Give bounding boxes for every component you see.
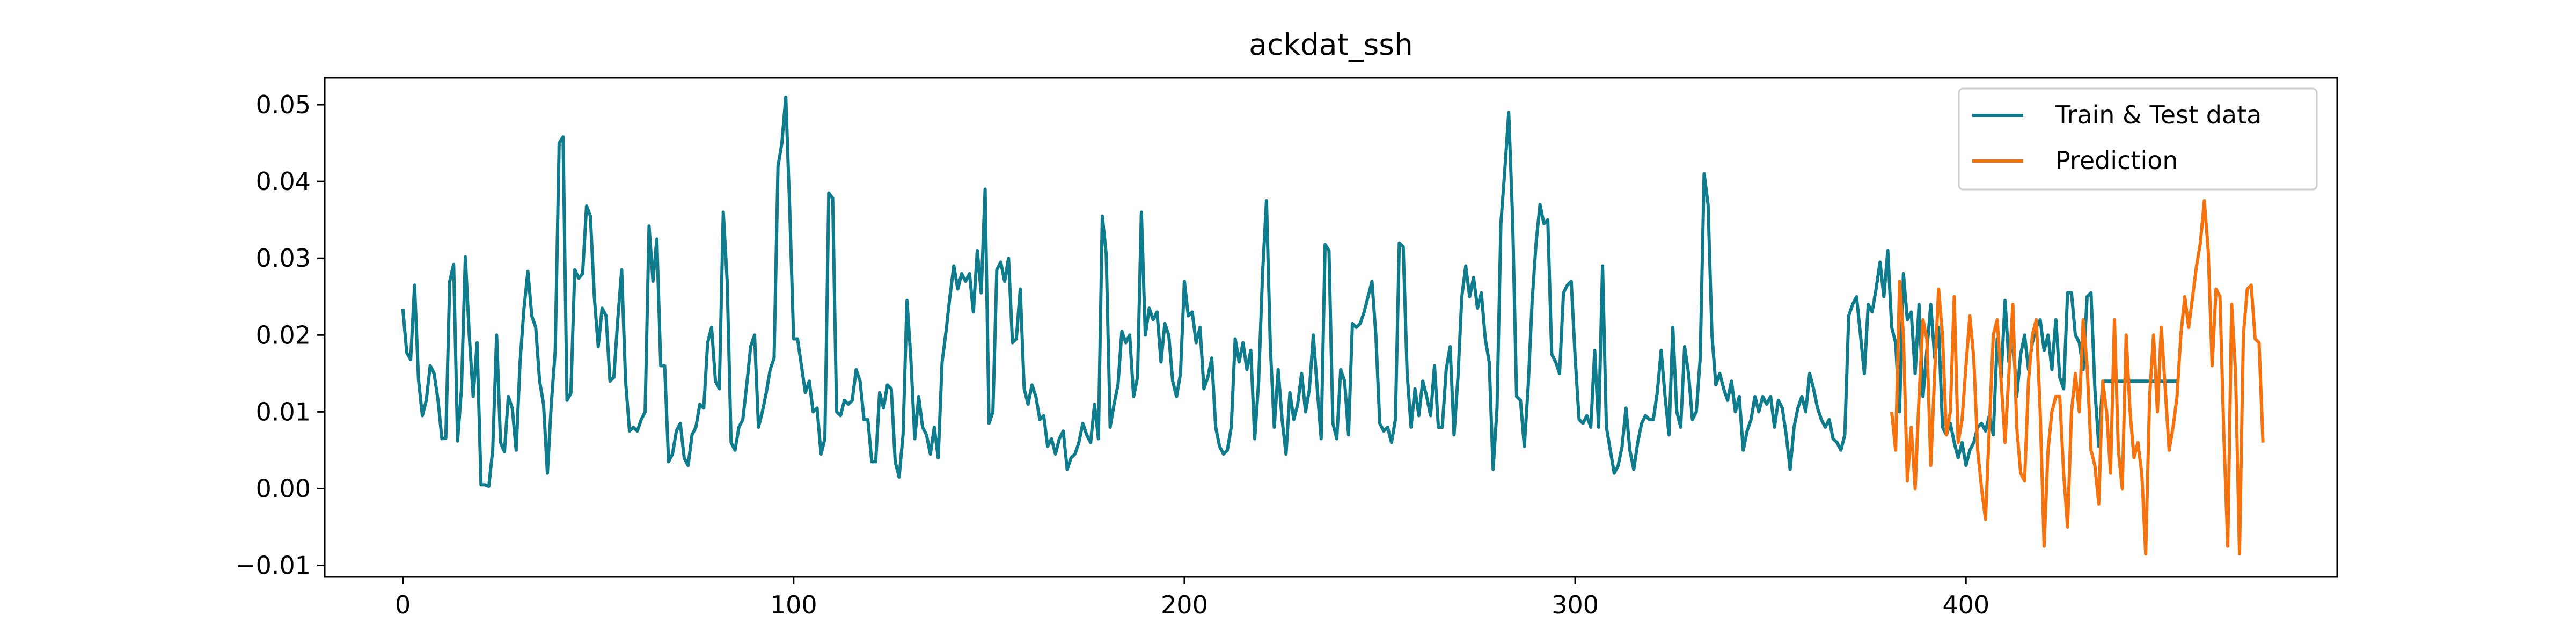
series-line-prediction	[1890, 199, 2265, 556]
plot-frame	[324, 77, 2338, 578]
legend-box	[1958, 87, 2318, 191]
y-tick-label: 0.00	[256, 474, 311, 503]
y-axis: −0.01 0.00 0.01 0.02 0.03 0.04 0.05	[235, 90, 325, 580]
y-tick-label: 0.02	[256, 320, 311, 349]
y-tick-label: 0.03	[256, 244, 311, 273]
x-tick-label: 0	[395, 590, 411, 619]
y-tick-label: 0.04	[256, 167, 311, 196]
chart-title: ackdat_ssh	[1249, 27, 1413, 62]
legend-label-train-test: Train & Test data	[2055, 100, 2262, 129]
y-tick-label: −0.01	[235, 551, 311, 580]
x-axis: 0 100 200 300 400	[395, 577, 1989, 619]
x-tick-label: 100	[770, 590, 817, 619]
y-tick-label: 0.01	[256, 397, 311, 426]
plot-area	[401, 95, 2265, 556]
legend: Train & Test data Prediction	[1958, 87, 2318, 191]
x-tick-label: 300	[1552, 590, 1599, 619]
x-tick-label: 200	[1161, 590, 1208, 619]
series-line-train-test	[401, 95, 2177, 488]
legend-label-prediction: Prediction	[2055, 146, 2178, 175]
x-tick-label: 400	[1942, 590, 1989, 619]
y-tick-label: 0.05	[256, 90, 311, 119]
